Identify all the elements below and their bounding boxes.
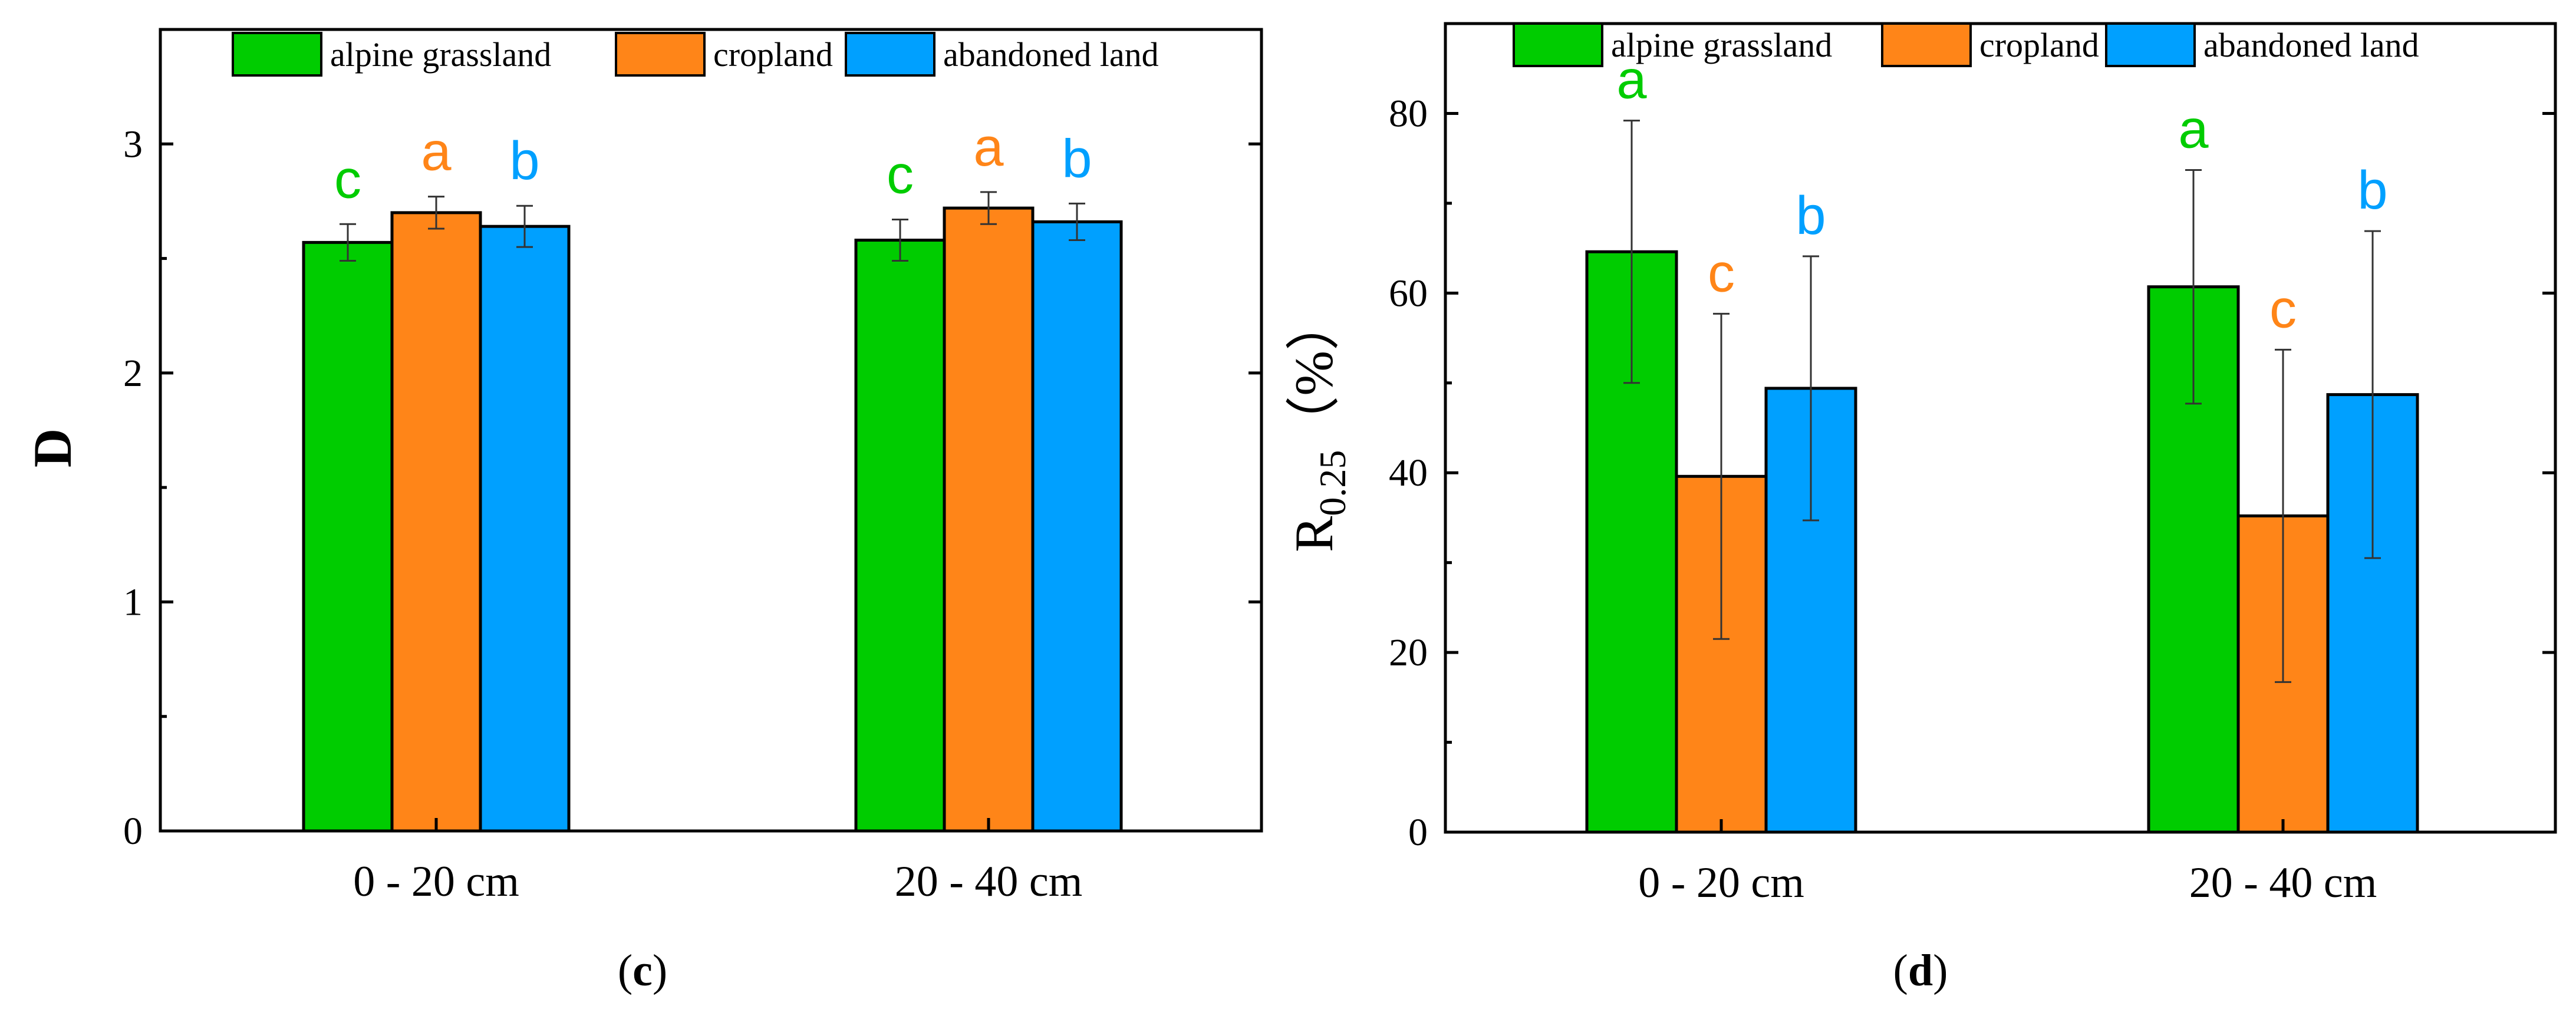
plot-frame bbox=[159, 28, 1263, 833]
significance-letter: b bbox=[2357, 160, 2387, 220]
y-tick-label: 2 bbox=[123, 352, 143, 395]
y-axis-label: D bbox=[22, 428, 83, 467]
x-tick-label: 20 - 40 cm bbox=[2189, 859, 2377, 907]
plot-frame bbox=[1444, 22, 2557, 834]
significance-letter: c bbox=[887, 145, 914, 205]
y-tick-label: 1 bbox=[123, 580, 143, 624]
y-axis-label: R0.25（%） bbox=[1284, 296, 1353, 552]
x-tick-label: 20 - 40 cm bbox=[895, 857, 1083, 906]
significance-letter: b bbox=[509, 131, 539, 191]
y-axis-label-subscript: 0.25 bbox=[1312, 450, 1353, 516]
significance-letter: c bbox=[1708, 243, 1735, 303]
y-tick-label: 80 bbox=[1389, 92, 1428, 135]
x-tick-label: 0 - 20 cm bbox=[1638, 859, 1804, 907]
y-tick-label: 40 bbox=[1389, 451, 1428, 494]
bar bbox=[479, 225, 571, 833]
significance-letter: a bbox=[1616, 50, 1647, 110]
panel-label-part: ) bbox=[1933, 946, 1948, 995]
legend-label: cropland bbox=[713, 35, 833, 74]
x-tick-label: 0 - 20 cm bbox=[353, 857, 519, 906]
significance-letter: a bbox=[973, 117, 1004, 177]
legend-swatch bbox=[1513, 22, 1603, 67]
panel-label-part: c bbox=[633, 946, 653, 995]
y-tick-label: 60 bbox=[1389, 272, 1428, 315]
panel-label-part: ( bbox=[618, 946, 633, 995]
y-tick-label: 3 bbox=[123, 123, 143, 166]
legend-label: abandoned land bbox=[2203, 26, 2419, 64]
bar bbox=[943, 206, 1035, 833]
y-axis-label-unit: （%） bbox=[1284, 296, 1344, 450]
bar bbox=[1031, 220, 1123, 833]
panel-label-part: d bbox=[1908, 946, 1933, 995]
bar bbox=[854, 238, 946, 833]
y-tick-label: 20 bbox=[1389, 631, 1428, 674]
legend-label: cropland bbox=[1979, 26, 2099, 64]
bar bbox=[302, 240, 394, 833]
legend-swatch bbox=[2105, 22, 2196, 67]
panel-label-part: ( bbox=[1893, 946, 1908, 995]
panel-label-part: ) bbox=[653, 946, 667, 995]
significance-letter: c bbox=[334, 149, 361, 209]
significance-letter: b bbox=[1796, 186, 1826, 246]
legend-label: alpine grassland bbox=[1611, 26, 1832, 64]
significance-letter: c bbox=[2269, 279, 2297, 339]
legend-label: alpine grassland bbox=[330, 35, 551, 74]
panel-label: (c) bbox=[618, 946, 667, 995]
legend-swatch bbox=[1881, 22, 1972, 67]
legend-swatch bbox=[845, 32, 935, 77]
legend-swatch bbox=[232, 32, 322, 77]
bar bbox=[390, 211, 482, 833]
y-tick-label: 0 bbox=[123, 810, 143, 853]
significance-letter: a bbox=[2178, 99, 2209, 159]
legend-swatch bbox=[615, 32, 706, 77]
significance-letter: a bbox=[421, 122, 452, 182]
significance-letter: b bbox=[1062, 128, 1092, 189]
y-axis-label-main: R bbox=[1284, 516, 1344, 552]
panel-label: (d) bbox=[1893, 946, 1948, 995]
legend-label: abandoned land bbox=[943, 35, 1159, 74]
y-tick-label: 0 bbox=[1408, 811, 1428, 854]
